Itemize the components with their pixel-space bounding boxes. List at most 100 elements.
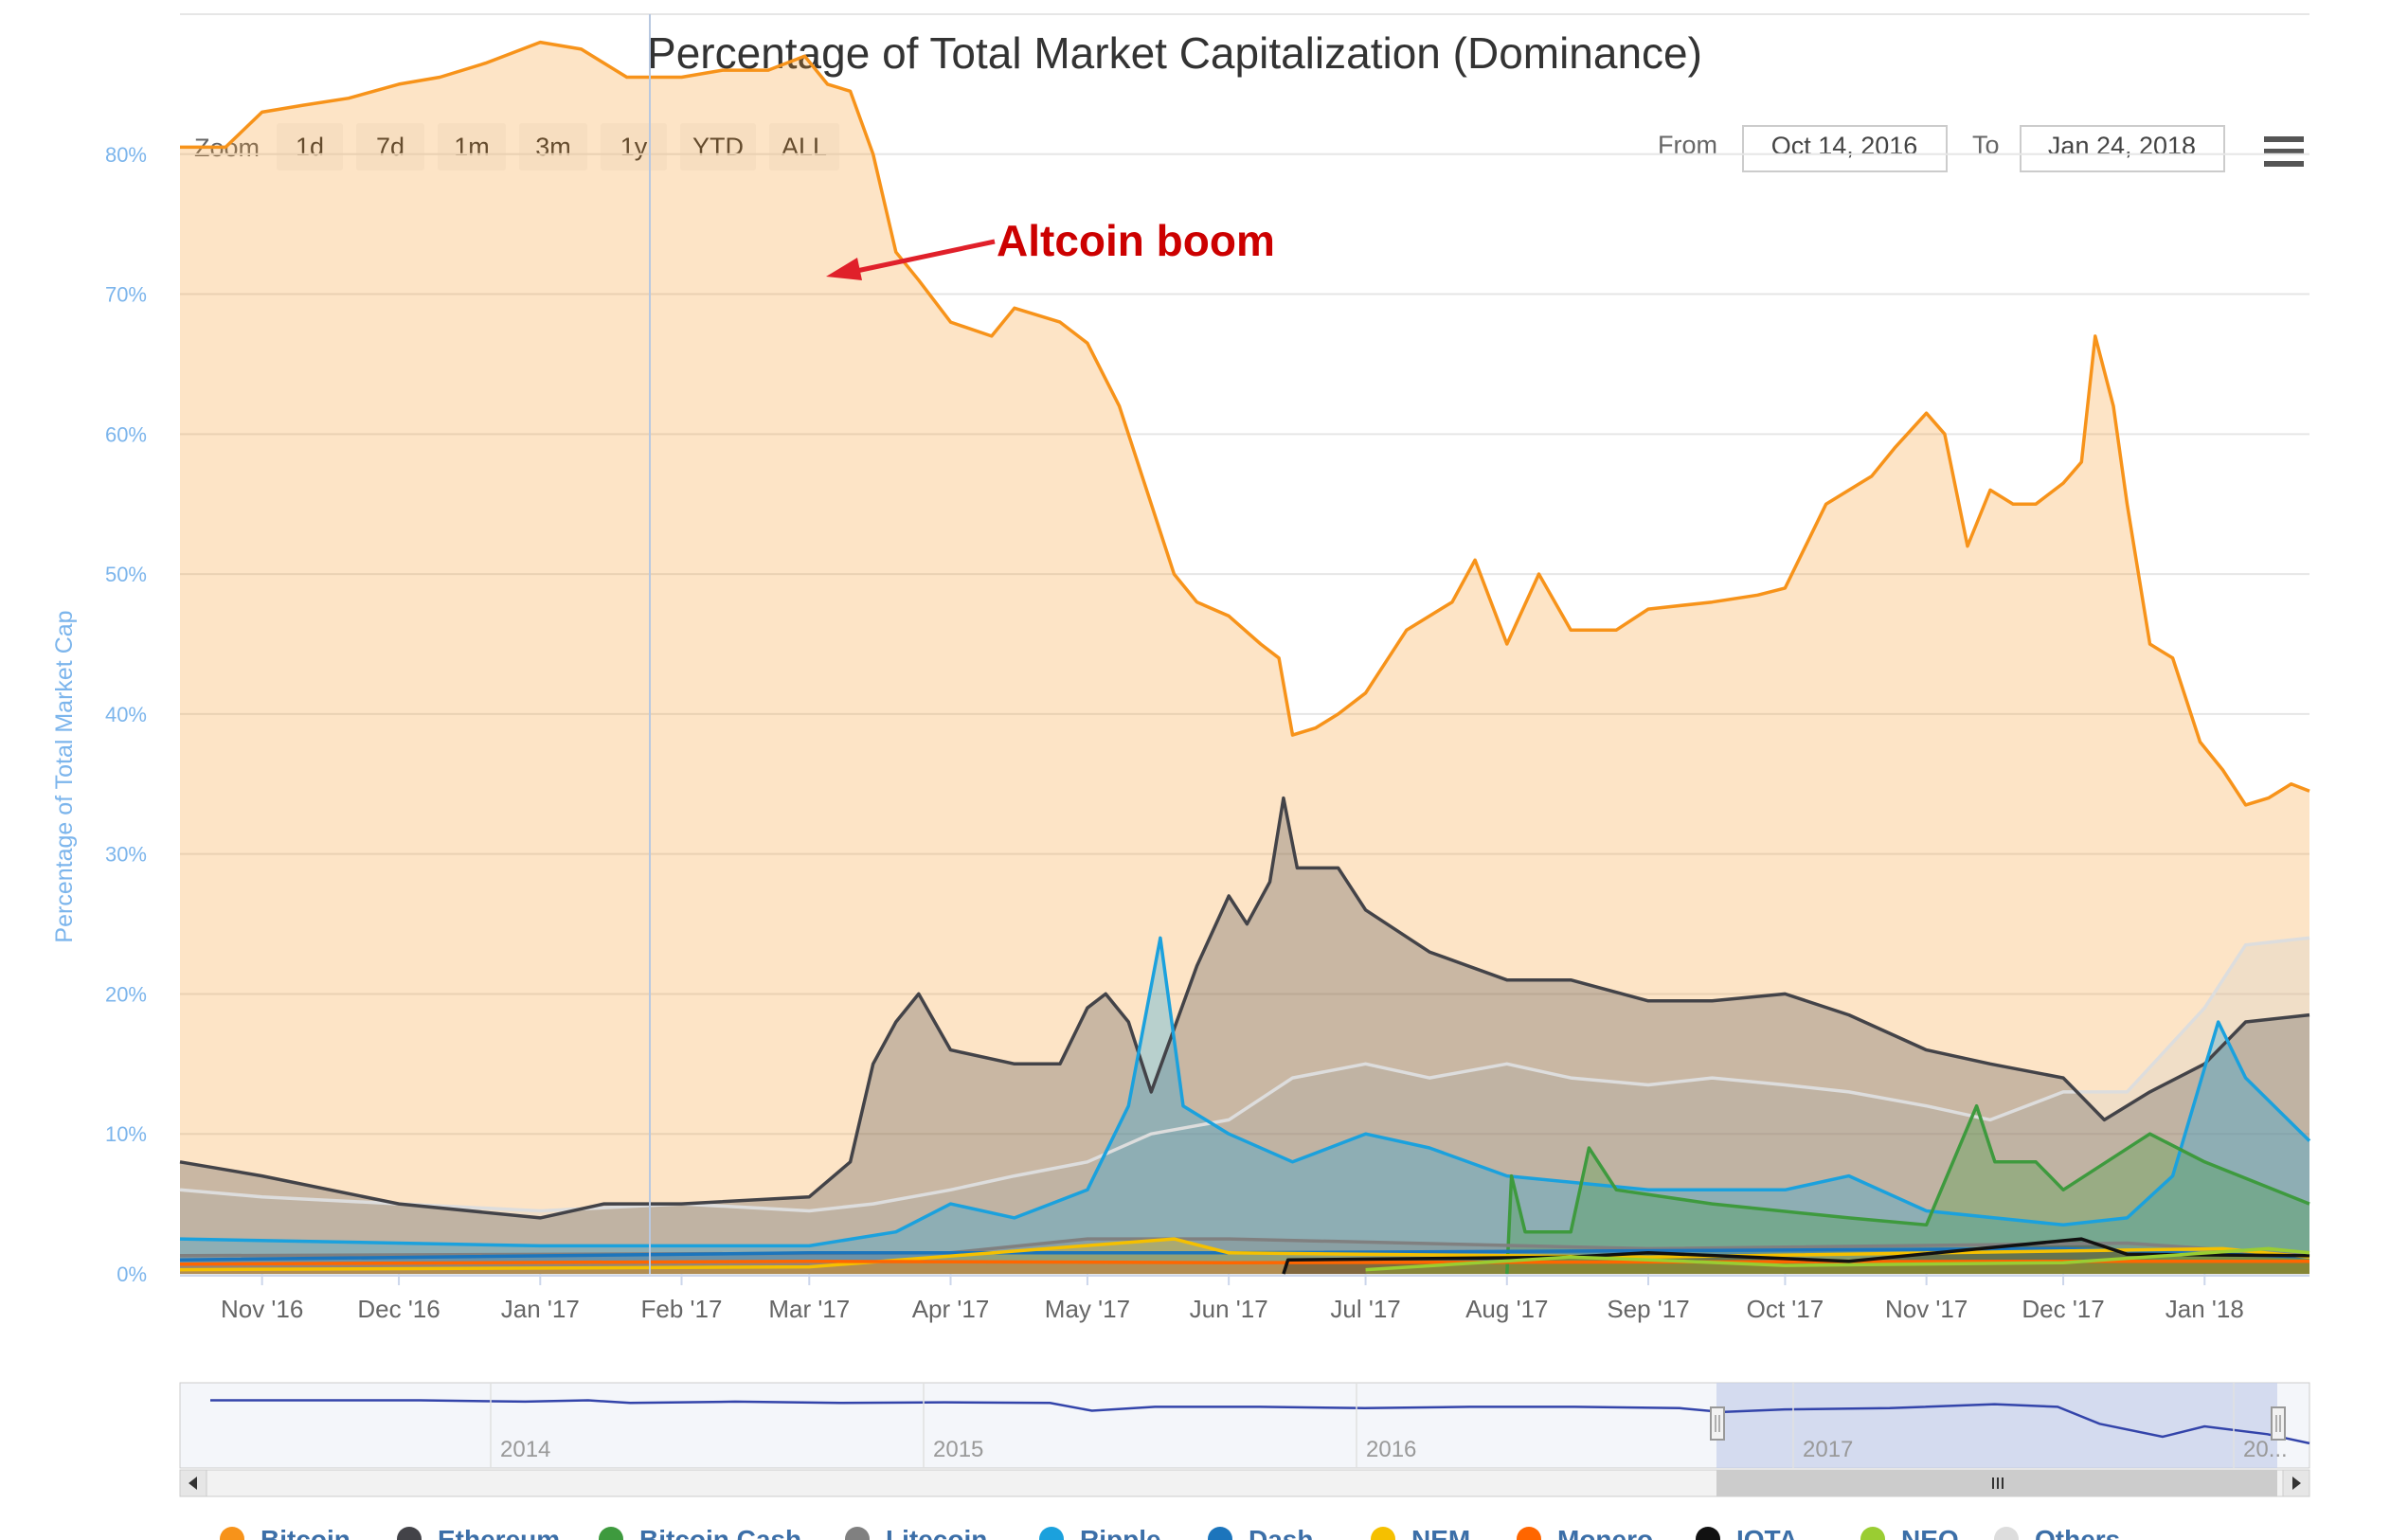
- chart-title: Percentage of Total Market Capitalizatio…: [647, 28, 1702, 78]
- zoom-button-1d[interactable]: 1d: [277, 123, 343, 170]
- legend-item-monero[interactable]: Monero: [1517, 1525, 1653, 1540]
- x-tick-label: Nov '16: [221, 1295, 303, 1323]
- legend-marker: [845, 1527, 870, 1540]
- legend-item-bitcoin-cash[interactable]: Bitcoin Cash: [599, 1525, 801, 1540]
- legend-label: Bitcoin: [261, 1525, 350, 1540]
- y-tick-label: 60%: [105, 422, 147, 446]
- x-tick-label: Oct '17: [1747, 1295, 1824, 1323]
- legend-label: Others: [2035, 1525, 2120, 1540]
- scroll-right-arrow-icon: [2292, 1477, 2301, 1490]
- x-tick-label: Feb '17: [641, 1295, 723, 1323]
- navigator-selection[interactable]: [1716, 1383, 2277, 1468]
- scroll-left-arrow-icon: [189, 1477, 197, 1490]
- y-axis-label: Percentage of Total Market Cap: [51, 610, 78, 942]
- x-tick-label: Jun '17: [1190, 1295, 1268, 1323]
- series-area-bitcoin-cash: [1506, 1105, 2309, 1274]
- legend-item-litecoin[interactable]: Litecoin: [845, 1525, 987, 1540]
- x-tick-label: Dec '17: [2022, 1295, 2104, 1323]
- navigator-year-label: 20...: [2243, 1437, 2288, 1462]
- y-tick-label: 40%: [105, 703, 147, 726]
- zoom-button-label: 7d: [376, 133, 404, 161]
- navigator-year-label: 2016: [1366, 1437, 1416, 1462]
- series-area-neo: [1365, 1248, 2309, 1274]
- zoom-button-label: ALL: [782, 133, 827, 161]
- zoom-button-label: YTD: [692, 133, 744, 161]
- legend-item-bitcoin[interactable]: Bitcoin: [220, 1525, 350, 1540]
- series-lines: [179, 40, 2311, 1275]
- x-tick-label: May '17: [1045, 1295, 1130, 1323]
- navigator-year-label: 2015: [933, 1437, 983, 1462]
- legend-item-ripple[interactable]: Ripple: [1039, 1525, 1161, 1540]
- y-tick-label: 70%: [105, 283, 147, 307]
- zoom-button-label: 1d: [296, 133, 324, 161]
- series-line-neo[interactable]: [1365, 1246, 2310, 1272]
- legend: Bitcoin Ethereum Bitcoin Cash Litecoin Rippl…: [220, 1525, 2120, 1540]
- series-line-monero[interactable]: [179, 1259, 2309, 1266]
- y-tick-label: 0%: [117, 1262, 147, 1286]
- to-date-value: Jan 24, 2018: [2048, 132, 2196, 160]
- annotation-text: Altcoin boom: [997, 216, 1275, 265]
- navigator-series-line: [210, 1399, 2310, 1445]
- legend-label: NEM: [1411, 1525, 1470, 1540]
- annotation-arrow: [847, 239, 996, 276]
- legend-label: Bitcoin Cash: [639, 1525, 801, 1540]
- legend-item-others[interactable]: Others: [1994, 1525, 2120, 1540]
- legend-item-neo[interactable]: NEO: [1860, 1525, 1959, 1540]
- zoom-button-1m[interactable]: 1m: [438, 123, 506, 170]
- legend-marker: [1208, 1527, 1232, 1540]
- navigator-handle-left[interactable]: [1710, 1406, 1725, 1441]
- navigator-year-label: 2014: [500, 1437, 550, 1462]
- zoom-button-label: 1m: [454, 133, 490, 161]
- zoom-button-all[interactable]: ALL: [769, 123, 839, 170]
- x-tick-label: Jan '17: [501, 1295, 580, 1323]
- legend-label: Monero: [1557, 1525, 1653, 1540]
- legend-item-nem[interactable]: NEM: [1371, 1525, 1470, 1540]
- zoom-button-label: 3m: [535, 133, 571, 161]
- series-line-others[interactable]: [179, 936, 2310, 1213]
- x-tick-label: Sep '17: [1607, 1295, 1689, 1323]
- legend-label: NEO: [1901, 1525, 1959, 1540]
- from-date-value: Oct 14, 2016: [1771, 132, 1918, 160]
- series-line-ripple[interactable]: [179, 936, 2311, 1248]
- x-tick-label: Aug '17: [1465, 1295, 1548, 1323]
- zoom-button-ytd[interactable]: YTD: [680, 123, 756, 170]
- legend-label: IOTA: [1736, 1525, 1798, 1540]
- series-line-ethereum[interactable]: [179, 796, 2310, 1220]
- gridlines: [180, 13, 2309, 1275]
- navigator[interactable]: 2014 2015 2016 2017 20...: [179, 1382, 2310, 1469]
- legend-label: Ethereum: [438, 1525, 560, 1540]
- legend-item-iota[interactable]: IOTA: [1696, 1525, 1798, 1540]
- series-line-bitcoin-cash[interactable]: [1505, 1103, 2310, 1275]
- legend-item-dash[interactable]: Dash: [1208, 1525, 1313, 1540]
- x-axis-ticks: Nov '16 Dec '16 Jan '17 Feb '17 Mar '17 Apr '…: [221, 1274, 2244, 1323]
- navigator-year-label: 2017: [1803, 1437, 1853, 1462]
- navigator-handle-right[interactable]: [2271, 1406, 2286, 1441]
- scrollbar-grip-icon: [1992, 1477, 2004, 1489]
- legend-item-ethereum[interactable]: Ethereum: [397, 1525, 560, 1540]
- legend-marker: [1371, 1527, 1395, 1540]
- legend-marker: [220, 1527, 244, 1540]
- x-tick-label: Apr '17: [912, 1295, 990, 1323]
- navigator-years: 2014 2015 2016 2017 20...: [490, 1383, 2288, 1468]
- y-tick-label: 80%: [105, 143, 147, 167]
- legend-marker: [1696, 1527, 1720, 1540]
- series-line-bitcoin[interactable]: [180, 40, 2310, 807]
- x-tick-label: Jan '18: [2165, 1295, 2244, 1323]
- legend-label: Dash: [1249, 1525, 1313, 1540]
- x-tick-label: Nov '17: [1885, 1295, 1968, 1323]
- annotation: Altcoin boom: [826, 216, 1275, 280]
- from-date-input[interactable]: [1742, 125, 1948, 172]
- y-tick-label: 20%: [105, 982, 147, 1006]
- menu-icon[interactable]: [2264, 136, 2304, 167]
- series-area-bitcoin: [180, 42, 2309, 1275]
- series-line-iota[interactable]: [1282, 1237, 2310, 1275]
- scrollbar[interactable]: [179, 1469, 2310, 1497]
- series-line-nem[interactable]: [179, 1237, 2310, 1272]
- zoom-button-3m[interactable]: 3m: [519, 123, 587, 170]
- y-tick-label: 10%: [105, 1122, 147, 1146]
- legend-marker: [1517, 1527, 1541, 1540]
- to-date-input[interactable]: [2020, 125, 2225, 172]
- zoom-button-7d[interactable]: 7d: [356, 123, 424, 170]
- legend-label: Ripple: [1080, 1525, 1161, 1540]
